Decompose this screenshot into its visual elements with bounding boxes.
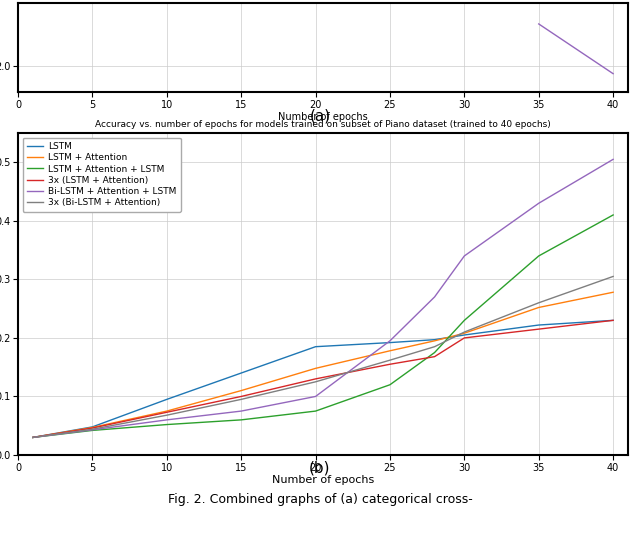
- LSTM + Attention + LSTM: [461, 317, 468, 324]
- Text: (b): (b): [309, 460, 331, 476]
- Text: (a): (a): [309, 109, 331, 123]
- LSTM: [29, 434, 36, 441]
- 3x (Bi-LSTM + Attention): [29, 434, 36, 441]
- Bi-LSTM + Attention + LSTM: [312, 393, 319, 400]
- Title: Accuracy vs. number of epochs for models trained on subset of Piano dataset (tra: Accuracy vs. number of epochs for models…: [95, 121, 551, 129]
- LSTM + Attention: [237, 387, 245, 394]
- LSTM + Attention + LSTM: [535, 253, 543, 259]
- LSTM + Attention + LSTM: [237, 417, 245, 423]
- X-axis label: Number of epochs: Number of epochs: [278, 113, 368, 122]
- LSTM + Attention + LSTM: [163, 421, 171, 428]
- LSTM + Attention + LSTM: [431, 349, 438, 356]
- LSTM + Attention: [609, 289, 617, 295]
- LSTM + Attention: [163, 408, 171, 414]
- LSTM: [312, 344, 319, 350]
- 3x (Bi-LSTM + Attention): [312, 379, 319, 385]
- LSTM + Attention: [386, 347, 394, 354]
- LSTM + Attention: [431, 338, 438, 344]
- LSTM: [535, 322, 543, 328]
- Bi-LSTM + Attention + LSTM: [88, 427, 96, 433]
- Line: LSTM + Attention: LSTM + Attention: [33, 292, 613, 438]
- LSTM + Attention: [461, 330, 468, 337]
- LSTM: [431, 337, 438, 343]
- LSTM: [386, 339, 394, 346]
- 3x (Bi-LSTM + Attention): [163, 412, 171, 418]
- 3x (LSTM + Attention): [461, 335, 468, 341]
- 3x (LSTM + Attention): [237, 393, 245, 400]
- Bi-LSTM + Attention + LSTM: [29, 434, 36, 441]
- Bi-LSTM + Attention + LSTM: [386, 338, 394, 344]
- Bi-LSTM + Attention + LSTM: [535, 200, 543, 207]
- 3x (LSTM + Attention): [88, 425, 96, 431]
- 3x (Bi-LSTM + Attention): [88, 426, 96, 432]
- LSTM: [237, 370, 245, 377]
- LSTM: [461, 332, 468, 338]
- LSTM: [88, 424, 96, 430]
- X-axis label: Number of epochs: Number of epochs: [272, 476, 374, 485]
- LSTM + Attention: [88, 424, 96, 431]
- LSTM + Attention + LSTM: [609, 212, 617, 218]
- 3x (LSTM + Attention): [431, 353, 438, 360]
- LSTM + Attention: [312, 365, 319, 372]
- LSTM: [163, 396, 171, 403]
- 3x (Bi-LSTM + Attention): [237, 396, 245, 403]
- 3x (Bi-LSTM + Attention): [461, 329, 468, 335]
- 3x (LSTM + Attention): [535, 326, 543, 332]
- LSTM + Attention: [535, 304, 543, 311]
- Legend: LSTM, LSTM + Attention, LSTM + Attention + LSTM, 3x (LSTM + Attention), Bi-LSTM : LSTM, LSTM + Attention, LSTM + Attention…: [22, 137, 180, 212]
- LSTM: [609, 317, 617, 324]
- 3x (LSTM + Attention): [163, 409, 171, 415]
- LSTM + Attention + LSTM: [29, 434, 36, 441]
- 3x (LSTM + Attention): [386, 361, 394, 367]
- 3x (LSTM + Attention): [312, 375, 319, 382]
- 3x (LSTM + Attention): [29, 434, 36, 441]
- Line: LSTM: LSTM: [33, 320, 613, 438]
- Bi-LSTM + Attention + LSTM: [609, 156, 617, 163]
- LSTM + Attention: [29, 434, 36, 441]
- 3x (Bi-LSTM + Attention): [386, 357, 394, 364]
- Line: LSTM + Attention + LSTM: LSTM + Attention + LSTM: [33, 215, 613, 438]
- 3x (LSTM + Attention): [609, 317, 617, 324]
- LSTM + Attention + LSTM: [386, 381, 394, 388]
- 3x (Bi-LSTM + Attention): [431, 344, 438, 350]
- Text: Fig. 2. Combined graphs of (a) categorical cross-: Fig. 2. Combined graphs of (a) categoric…: [168, 493, 472, 506]
- LSTM + Attention + LSTM: [312, 408, 319, 414]
- Bi-LSTM + Attention + LSTM: [431, 294, 438, 300]
- LSTM + Attention + LSTM: [88, 427, 96, 434]
- Line: 3x (Bi-LSTM + Attention): 3x (Bi-LSTM + Attention): [33, 276, 613, 438]
- Bi-LSTM + Attention + LSTM: [163, 417, 171, 423]
- Line: 3x (LSTM + Attention): 3x (LSTM + Attention): [33, 320, 613, 438]
- 3x (Bi-LSTM + Attention): [535, 300, 543, 306]
- Bi-LSTM + Attention + LSTM: [237, 408, 245, 414]
- 3x (Bi-LSTM + Attention): [609, 273, 617, 280]
- Line: Bi-LSTM + Attention + LSTM: Bi-LSTM + Attention + LSTM: [33, 160, 613, 438]
- Bi-LSTM + Attention + LSTM: [461, 253, 468, 259]
